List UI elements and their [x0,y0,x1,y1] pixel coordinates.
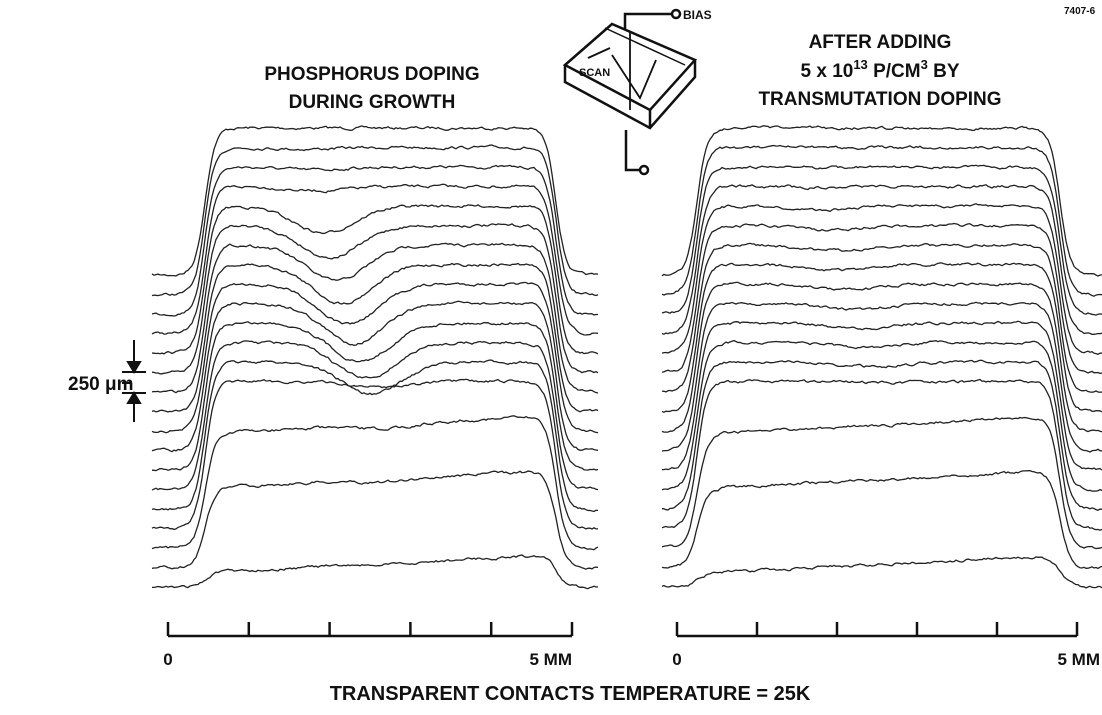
trace [661,339,1102,492]
trace [151,144,599,297]
trace [661,301,1102,453]
trace [151,242,599,394]
trace [661,203,1102,356]
right-title: 5 x 1013 P/CM3 BY [801,57,960,82]
trace [151,164,598,317]
trace [661,281,1102,433]
trace [662,320,1102,471]
scan-label: SCAN [579,67,610,79]
trace [151,262,599,413]
trace [151,281,599,434]
axis-label: 5 MM [1058,650,1101,669]
inset [562,8,698,176]
trace [151,183,599,336]
trace [151,125,599,277]
scale-label: 250 μm [68,374,134,395]
bias-label: BIAS [683,8,712,22]
axes [166,622,1079,638]
axis-label: 0 [672,650,681,669]
trace [151,378,598,531]
right-title: AFTER ADDING [809,32,952,53]
text: BY [928,61,960,82]
trace [661,242,1102,393]
trace [151,470,599,570]
trace [661,144,1102,297]
trace [151,204,599,355]
trace [661,184,1102,335]
superscript: 13 [853,57,867,72]
left-title: DURING GROWTH [289,92,456,113]
trace [152,554,599,590]
trace [151,300,599,453]
trace [661,164,1102,316]
figure-id: 7407-6 [1064,6,1096,17]
axis-label: 0 [163,650,172,669]
trace [151,223,599,375]
superscript: 3 [921,57,928,72]
trace [661,262,1102,413]
trace [661,469,1102,570]
scale-bar [122,340,146,422]
trace [151,359,599,513]
axis-label: 5 MM [530,650,573,669]
caption: TRANSPARENT CONTACTS TEMPERATURE = 25K [330,683,811,705]
text: P/CM [868,61,921,82]
trace [661,416,1102,550]
trace [151,321,599,472]
trace [661,378,1102,531]
trace [151,340,599,491]
trace [151,415,599,551]
trace [661,125,1102,277]
trace [661,359,1102,512]
trace [661,556,1102,589]
right-title: TRANSMUTATION DOPING [758,89,1001,110]
trace [661,222,1102,375]
traces [151,125,1102,590]
text: 5 x 10 [801,61,854,82]
left-title: PHOSPHORUS DOPING [264,64,479,85]
